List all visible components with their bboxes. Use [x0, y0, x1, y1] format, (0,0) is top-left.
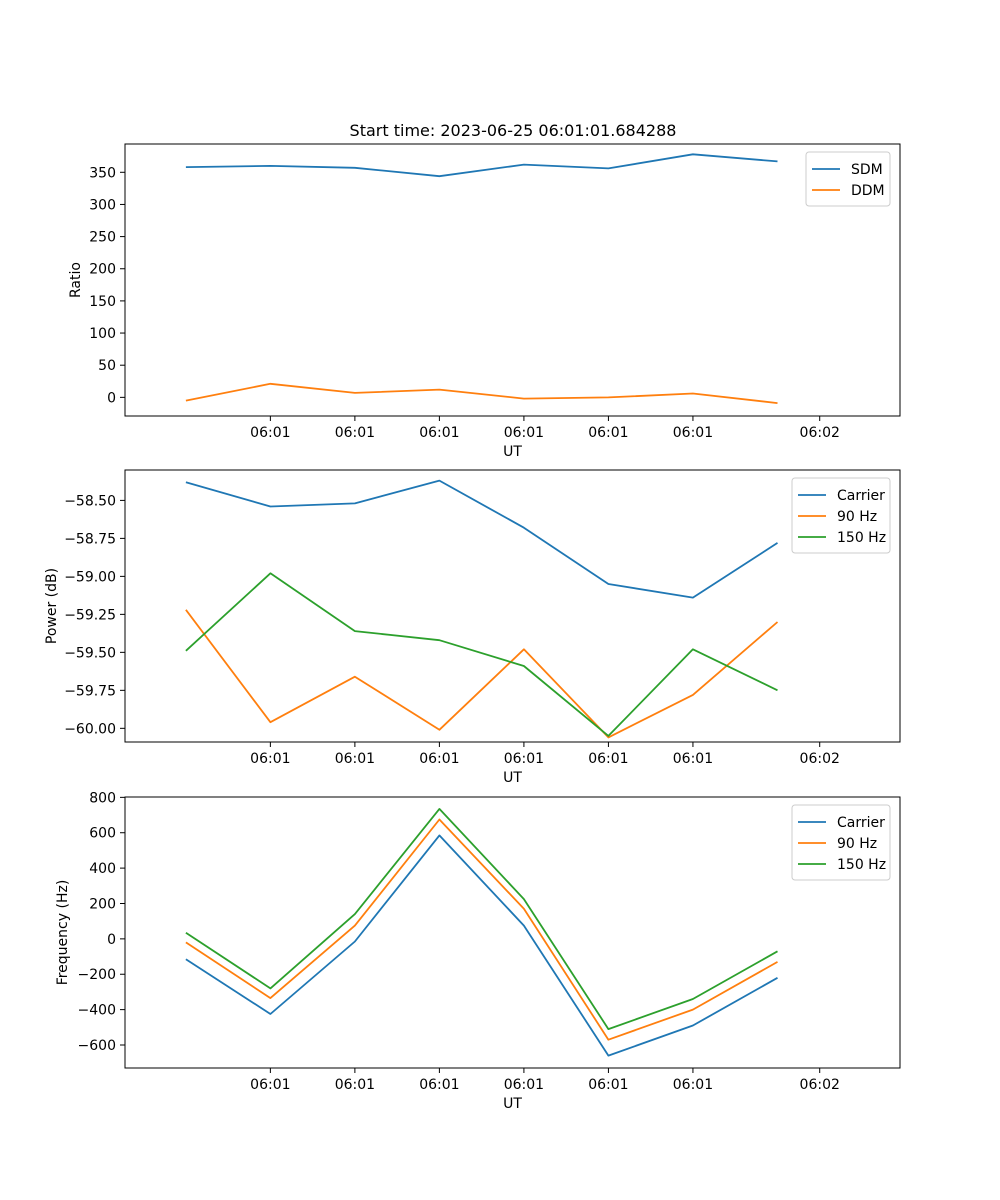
x-tick-label: 06:01: [250, 425, 290, 441]
x-tick-label: 06:01: [419, 425, 459, 441]
y-tick-label: 400: [89, 861, 116, 877]
series-line-carrier: [185, 479, 778, 599]
x-tick-label: 06:01: [504, 425, 544, 441]
legend-label: Carrier: [837, 815, 885, 831]
x-tick-label: 06:01: [588, 425, 628, 441]
y-tick-label: −58.50: [64, 493, 116, 509]
x-tick-label: 06:01: [335, 425, 375, 441]
series-line-sdm: [185, 153, 778, 178]
legend-label: Carrier: [837, 488, 885, 504]
axes-frame: [124, 469, 901, 743]
y-tick-label: −200: [78, 967, 116, 983]
legend-box: [805, 151, 891, 207]
subplot-3: 06:01 06:01 06:01 06:01 06:01 06:01 06:02 −600 −…: [55, 790, 901, 1112]
x-tick-label: 06:01: [250, 1077, 290, 1093]
x-tick-label: 06:01: [419, 751, 459, 767]
x-tick-label: 06:01: [335, 1077, 375, 1093]
y-tick-label: 300: [89, 197, 116, 213]
legend-label: 150 Hz: [837, 530, 886, 546]
x-tick-label: 06:01: [504, 1077, 544, 1093]
series-line-90-hz: [185, 818, 778, 1041]
x-tick-label: 06:01: [250, 751, 290, 767]
x-tick-label: 06:01: [588, 751, 628, 767]
y-tick-label: −59.50: [64, 645, 116, 661]
y-tick-label: −58.75: [64, 531, 116, 547]
legend-label: 150 Hz: [837, 857, 886, 873]
y-axis-label: Ratio: [68, 262, 84, 298]
series-line-150-hz: [185, 808, 778, 1030]
x-tick-label: 06:02: [800, 1077, 840, 1093]
y-tick-label: 0: [107, 390, 116, 406]
x-tick-label: 06:01: [588, 1077, 628, 1093]
legend-label: SDM: [851, 162, 883, 178]
axes-frame: [124, 796, 901, 1069]
y-tick-label: 800: [89, 790, 116, 806]
legend-label: DDM: [851, 183, 885, 199]
y-tick-label: −59.00: [64, 569, 116, 585]
y-tick-label: 200: [89, 896, 116, 912]
y-tick-label: 200: [89, 262, 116, 278]
x-tick-label: 06:01: [504, 751, 544, 767]
series-line-150-hz: [185, 572, 778, 737]
legend-box: [791, 477, 891, 554]
y-tick-label: −60.00: [64, 721, 116, 737]
y-tick-label: 600: [89, 826, 116, 842]
y-tick-label: −400: [78, 1003, 116, 1019]
legend-box: [791, 804, 891, 881]
legend-label: 90 Hz: [837, 836, 877, 852]
legend: Carrier 90 Hz 150 Hz: [791, 477, 891, 554]
y-tick-label: 0: [107, 932, 116, 948]
x-tick-label: 06:01: [673, 1077, 713, 1093]
axes-frame: [124, 143, 901, 417]
y-tick-label: 150: [89, 294, 116, 310]
x-axis-label: UT: [503, 1096, 522, 1112]
x-tick-label: 06:01: [335, 751, 375, 767]
legend: SDM DDM: [805, 151, 891, 207]
y-tick-label: −59.25: [64, 607, 116, 623]
x-axis-label: UT: [503, 770, 522, 786]
x-tick-label: 06:01: [673, 425, 713, 441]
subplot-1: 06:01 06:01 06:01 06:01 06:01 06:01 06:02 0 50 10…: [68, 143, 901, 460]
figure-title: Start time: 2023-06-25 06:01:01.684288: [350, 121, 677, 140]
y-tick-label: 100: [89, 326, 116, 342]
subplots: 06:01 06:01 06:01 06:01 06:01 06:01 06:02 0 50 10…: [44, 143, 901, 1112]
y-tick-label: 250: [89, 230, 116, 246]
y-tick-label: 350: [89, 165, 116, 181]
x-tick-label: 06:01: [673, 751, 713, 767]
series-line-90-hz: [185, 609, 779, 739]
x-tick-label: 06:02: [800, 751, 840, 767]
y-tick-label: −59.75: [64, 683, 116, 699]
y-axis-label: Power (dB): [44, 568, 60, 644]
y-tick-label: −600: [78, 1038, 116, 1054]
y-tick-label: 50: [98, 358, 116, 374]
x-axis-label: UT: [503, 444, 522, 460]
subplot-2: 06:01 06:01 06:01 06:01 06:01 06:01 06:02 −60.0…: [44, 469, 901, 786]
series-line-ddm: [185, 382, 778, 404]
y-axis-label: Frequency (Hz): [55, 880, 71, 986]
series-line-carrier: [185, 834, 778, 1057]
x-tick-label: 06:02: [800, 425, 840, 441]
x-tick-label: 06:01: [419, 1077, 459, 1093]
legend: Carrier 90 Hz 150 Hz: [791, 804, 891, 881]
legend-label: 90 Hz: [837, 509, 877, 525]
